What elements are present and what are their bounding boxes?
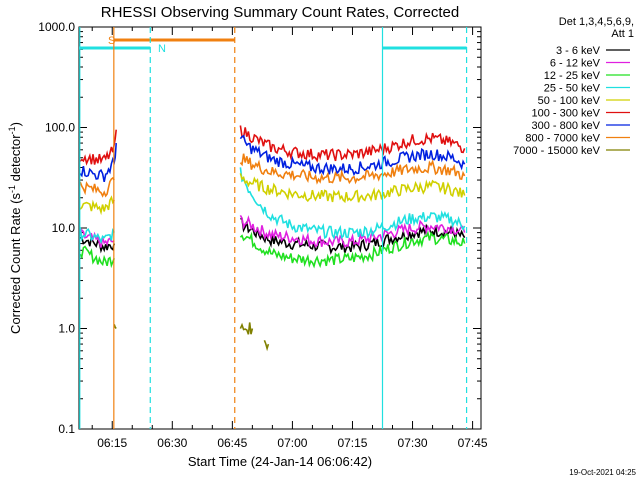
y-tick-labels: 0.1 1.0 10.0 100.0 1000.0 — [38, 20, 75, 436]
series-line — [239, 173, 466, 204]
x-tick-label: 07:30 — [398, 436, 428, 450]
x-tick-label: 07:00 — [277, 436, 307, 450]
legend-item-label: 300 - 800 keV — [532, 120, 601, 132]
x-tick-label: 06:45 — [217, 436, 247, 450]
legend-item-label: 800 - 7000 keV — [525, 133, 600, 145]
y-tick-label: 0.1 — [58, 422, 75, 436]
timestamp: 19-Oct-2021 04:25 — [569, 468, 636, 477]
x-tick-label: 06:15 — [97, 436, 127, 450]
series-line — [239, 230, 466, 269]
legend-item-label: 12 - 25 keV — [544, 70, 601, 82]
legend-item-label: 50 - 100 keV — [538, 95, 601, 107]
legend-item-label: 25 - 50 keV — [544, 83, 601, 95]
x-tick-labels: 06:15 06:30 06:45 07:00 07:15 07:30 07:45 — [97, 436, 488, 450]
night-flag-label: N — [158, 43, 166, 55]
legend-header-att: Att 1 — [611, 28, 634, 40]
y-tick-label: 1.0 — [58, 322, 75, 336]
series-line — [113, 324, 117, 330]
legend-item-label: 7000 - 15000 keV — [513, 145, 601, 157]
series-line — [79, 195, 115, 216]
series-line — [79, 176, 115, 198]
y-tick-label: 10.0 — [52, 221, 76, 235]
series-line — [79, 143, 117, 183]
observing-flags: SN — [79, 35, 467, 55]
y-axis-label-sup2: -1 — [7, 126, 17, 134]
series-line — [239, 153, 466, 185]
chart-title: RHESSI Observing Summary Count Rates, Co… — [101, 4, 459, 21]
series-line — [239, 125, 466, 163]
series-line — [239, 167, 466, 241]
x-tick-label: 07:15 — [337, 436, 367, 450]
y-axis-label-mid: detector — [8, 134, 23, 185]
series-line — [239, 322, 254, 335]
series-line — [239, 134, 466, 177]
series-line — [79, 228, 115, 248]
legend-item-label: 100 - 300 keV — [532, 108, 601, 120]
legend-header: Det 1,3,4,5,6,9, — [559, 16, 634, 28]
transition-lines — [79, 27, 468, 429]
y-axis-label-prefix: Corrected Count Rate (s — [8, 193, 23, 334]
y-axis-label-sup1: -1 — [7, 185, 17, 193]
legend-item-label: 6 - 12 keV — [550, 58, 601, 70]
legend-item-label: 3 - 6 keV — [556, 45, 601, 57]
x-tick-label: 06:30 — [157, 436, 187, 450]
x-tick-label: 07:45 — [458, 436, 488, 450]
y-tick-label: 100.0 — [45, 121, 75, 135]
x-axis-label: Start Time (24-Jan-14 06:06:42) — [188, 454, 372, 469]
series-line — [79, 129, 117, 166]
series-lines — [79, 125, 466, 352]
saa-flag-label: S — [108, 35, 115, 47]
series-line — [79, 245, 115, 269]
y-axis-label: Corrected Count Rate (s-1 detector-1) — [7, 122, 23, 334]
series-line — [79, 227, 115, 245]
series-line — [263, 340, 270, 352]
y-axis-label-suffix: ) — [8, 122, 23, 126]
tick-marks — [79, 26, 481, 430]
series-line — [80, 234, 115, 254]
y-tick-label: 1000.0 — [38, 20, 75, 34]
series-line — [239, 214, 466, 249]
